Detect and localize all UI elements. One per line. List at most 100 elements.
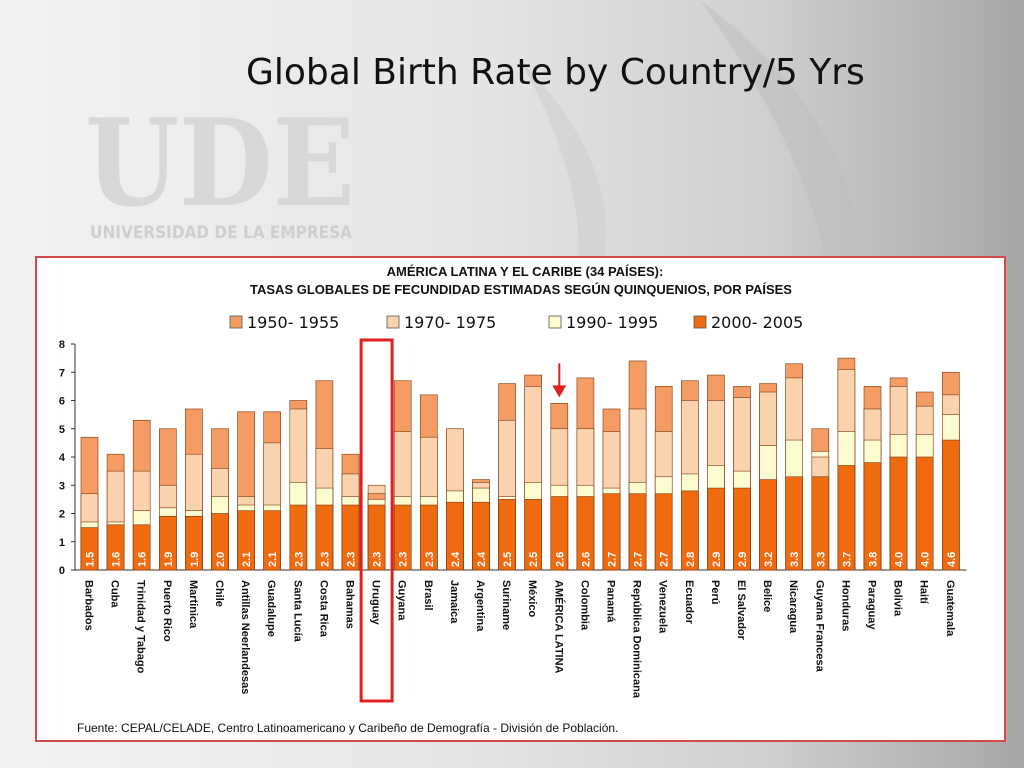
value-label-6: 2.1 <box>241 552 253 567</box>
bar-19-series-3 <box>576 496 595 571</box>
bar-6-series-3 <box>237 510 255 571</box>
bar-30-series-3 <box>863 462 882 571</box>
category-label-25: El Salvador <box>735 580 747 641</box>
value-label-22: 2.7 <box>659 552 671 567</box>
category-label-27: Nicaragua <box>787 580 799 634</box>
category-label-0: Barbados <box>83 580 95 631</box>
category-label-31: Bolivia <box>892 580 904 617</box>
category-label-17: México <box>526 580 538 618</box>
category-label-18: AMÉRICA LATINA <box>552 580 565 674</box>
value-label-7: 2.1 <box>267 552 279 567</box>
value-label-8: 2.3 <box>293 552 305 567</box>
bar-13-series-3 <box>419 504 438 571</box>
y-tick-label: 8 <box>59 339 65 351</box>
bar-21-series-3 <box>628 493 647 571</box>
category-label-26: Belice <box>761 580 773 612</box>
category-label-16: Suriname <box>500 580 512 630</box>
category-label-12: Guyana <box>396 580 408 621</box>
highlight-box <box>359 338 394 703</box>
bar-26-series-3 <box>759 479 777 571</box>
bar-4-series-3 <box>185 516 203 571</box>
value-label-11: 2.3 <box>372 552 384 567</box>
logo-mark: UDE <box>85 93 355 234</box>
bar-2-series-3 <box>132 524 151 571</box>
value-label-14: 2.4 <box>450 551 462 567</box>
category-label-23: Ecuador <box>683 580 695 625</box>
bar-15-series-3 <box>472 501 490 571</box>
category-label-20: Panamá <box>605 580 617 623</box>
value-label-24: 2.9 <box>711 552 723 567</box>
legend-label-2: 1990- 1995 <box>566 313 658 332</box>
leaf-swoosh-icon-2 <box>700 0 860 420</box>
value-label-15: 2.4 <box>476 551 488 567</box>
chart-legend: 1950- 1955 1970- 1975 1990- 1995 2000- 2005 <box>229 313 803 332</box>
y-tick-label: 1 <box>59 537 65 549</box>
value-label-20: 2.7 <box>607 552 619 567</box>
legend-label-3: 2000- 2005 <box>711 313 803 332</box>
value-label-13: 2.3 <box>424 552 436 567</box>
legend-swatch-2 <box>548 315 562 329</box>
legend-label-1: 1970- 1975 <box>404 313 496 332</box>
legend-label-0: 1950- 1955 <box>247 313 339 332</box>
chart-panel: AMÉRICA LATINA Y EL CARIBE (34 PAÍSES): … <box>35 256 1006 742</box>
bar-12-series-3 <box>393 504 412 571</box>
category-label-9: Costa Rica <box>317 580 329 638</box>
y-tick-label: 5 <box>59 424 65 436</box>
value-label-12: 2.3 <box>398 552 410 567</box>
annotations <box>359 338 567 703</box>
category-label-13: Brasil <box>422 580 434 611</box>
value-label-23: 2.8 <box>685 552 697 567</box>
y-tick-label: 3 <box>59 480 65 492</box>
value-label-29: 3.7 <box>841 552 853 567</box>
category-label-19: Colombia <box>578 580 590 631</box>
value-label-10: 2.3 <box>346 552 358 567</box>
category-label-4: Martinica <box>187 580 199 629</box>
bar-series: 1.5 1.6 1.6 1.9 1.9 2.0 2.1 2.1 2.3 2.3 2.3 2.3 2.3 2… <box>80 357 960 571</box>
value-label-33: 4.6 <box>946 552 958 567</box>
y-tick-label: 4 <box>59 452 66 464</box>
y-tick-label: 7 <box>59 367 65 379</box>
bar-20-series-3 <box>602 493 621 571</box>
bar-11-series-3 <box>367 504 386 571</box>
bar-33-series-3 <box>941 439 960 571</box>
value-label-3: 1.9 <box>163 552 175 567</box>
y-tick-label: 6 <box>59 396 65 408</box>
bar-28-series-3 <box>811 476 830 571</box>
value-label-18: 2.6 <box>554 552 566 567</box>
slide-title: Global Birth Rate by Country/5 Yrs <box>246 52 865 93</box>
legend-swatch-0 <box>229 315 243 329</box>
chart-source: Fuente: CEPAL/CELADE, Centro Latinoameri… <box>77 721 618 735</box>
bar-17-series-3 <box>524 499 543 571</box>
bar-14-series-3 <box>446 501 464 571</box>
category-label-29: Honduras <box>839 580 851 631</box>
category-label-30: Paraguay <box>866 580 878 630</box>
value-label-26: 3.2 <box>763 552 775 567</box>
value-label-17: 2.5 <box>528 552 540 567</box>
value-label-16: 2.5 <box>502 552 514 567</box>
category-label-32: Haití <box>918 580 930 605</box>
value-label-2: 1.6 <box>137 552 149 567</box>
chart-title: AMÉRICA LATINA Y EL CARIBE (34 PAÍSES): <box>387 264 664 279</box>
y-tick-label: 0 <box>59 565 65 577</box>
bar-24-series-3 <box>707 487 725 571</box>
value-label-25: 2.9 <box>737 552 749 567</box>
bar-0-series-3 <box>80 527 99 571</box>
value-label-1: 1.6 <box>111 552 123 567</box>
legend-swatch-3 <box>693 315 707 329</box>
value-label-4: 1.9 <box>189 552 201 567</box>
category-label-1: Cuba <box>109 580 121 608</box>
value-label-32: 4.0 <box>920 552 932 567</box>
bar-9-series-3 <box>315 504 334 571</box>
bar-29-series-3 <box>837 465 856 571</box>
value-label-31: 4.0 <box>894 552 906 567</box>
category-label-6: Antillas Neerlandesas <box>239 580 251 694</box>
category-label-28: Guyana Francesa <box>813 580 825 673</box>
value-label-27: 3.3 <box>789 552 801 567</box>
category-label-14: Jamaica <box>448 580 460 624</box>
value-label-5: 2.0 <box>215 552 227 567</box>
category-label-22: Venezuela <box>657 580 669 634</box>
bar-22-series-3 <box>654 493 673 571</box>
fertility-bar-chart: AMÉRICA LATINA Y EL CARIBE (34 PAÍSES): … <box>59 264 967 735</box>
logo-name: UNIVERSIDAD DE LA EMPRESA <box>90 223 353 243</box>
bar-32-series-3 <box>915 456 934 571</box>
